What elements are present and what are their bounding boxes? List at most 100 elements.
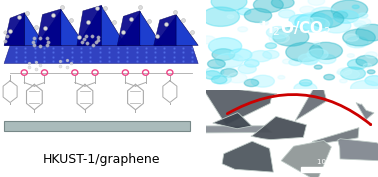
Circle shape xyxy=(244,59,259,67)
Circle shape xyxy=(273,28,309,46)
Circle shape xyxy=(211,0,247,11)
Bar xyxy=(301,167,361,172)
Circle shape xyxy=(272,35,286,42)
Polygon shape xyxy=(4,13,24,45)
Circle shape xyxy=(307,49,328,60)
Circle shape xyxy=(278,76,285,79)
Circle shape xyxy=(358,13,368,18)
Polygon shape xyxy=(251,116,307,140)
Circle shape xyxy=(366,52,377,58)
Circle shape xyxy=(263,50,279,59)
Circle shape xyxy=(314,65,322,69)
Circle shape xyxy=(260,21,268,25)
Circle shape xyxy=(363,64,372,68)
Circle shape xyxy=(343,70,359,78)
Polygon shape xyxy=(312,128,359,143)
Circle shape xyxy=(238,64,256,74)
Polygon shape xyxy=(295,84,327,121)
Polygon shape xyxy=(77,5,101,45)
Circle shape xyxy=(228,73,247,83)
Circle shape xyxy=(237,8,251,15)
Polygon shape xyxy=(179,126,272,134)
Circle shape xyxy=(367,70,375,74)
Circle shape xyxy=(212,76,227,84)
Text: H$_2$O/CO$_2$: H$_2$O/CO$_2$ xyxy=(260,19,331,38)
Circle shape xyxy=(331,0,368,19)
Polygon shape xyxy=(36,9,61,45)
Circle shape xyxy=(251,75,274,87)
Polygon shape xyxy=(213,113,252,129)
Polygon shape xyxy=(61,9,85,45)
Circle shape xyxy=(365,76,378,85)
Circle shape xyxy=(310,12,325,20)
Circle shape xyxy=(279,10,295,18)
Polygon shape xyxy=(222,141,273,172)
Circle shape xyxy=(231,52,234,53)
Polygon shape xyxy=(36,9,61,45)
Circle shape xyxy=(209,38,242,55)
Text: HKUST-1/graphene: HKUST-1/graphene xyxy=(42,153,160,166)
Circle shape xyxy=(299,17,313,24)
Polygon shape xyxy=(154,15,176,45)
Circle shape xyxy=(244,79,259,87)
Circle shape xyxy=(204,71,220,79)
Circle shape xyxy=(333,10,359,23)
Circle shape xyxy=(337,71,342,74)
Circle shape xyxy=(343,29,375,46)
Circle shape xyxy=(253,0,283,13)
Circle shape xyxy=(346,36,368,48)
Polygon shape xyxy=(117,11,139,45)
Polygon shape xyxy=(77,5,101,45)
Circle shape xyxy=(356,55,378,67)
Circle shape xyxy=(269,33,290,43)
Polygon shape xyxy=(117,11,139,45)
Circle shape xyxy=(311,7,337,21)
Text: 100 μm: 100 μm xyxy=(317,159,344,165)
Circle shape xyxy=(300,6,314,14)
Circle shape xyxy=(308,0,325,5)
Circle shape xyxy=(283,59,292,64)
Circle shape xyxy=(295,15,325,30)
Circle shape xyxy=(245,8,272,22)
Polygon shape xyxy=(154,15,176,45)
Circle shape xyxy=(202,7,240,26)
Polygon shape xyxy=(4,13,24,45)
Circle shape xyxy=(347,54,354,57)
Circle shape xyxy=(294,82,317,94)
Circle shape xyxy=(322,18,351,33)
Polygon shape xyxy=(4,45,198,64)
FancyBboxPatch shape xyxy=(4,121,190,131)
Circle shape xyxy=(212,49,235,60)
Circle shape xyxy=(229,49,252,61)
Circle shape xyxy=(354,21,366,27)
Circle shape xyxy=(227,15,234,18)
Polygon shape xyxy=(356,103,374,120)
Circle shape xyxy=(355,23,363,27)
Circle shape xyxy=(214,75,231,84)
Circle shape xyxy=(303,57,317,65)
Circle shape xyxy=(206,67,224,76)
Polygon shape xyxy=(338,139,378,161)
Circle shape xyxy=(338,68,352,75)
Circle shape xyxy=(238,27,248,32)
Polygon shape xyxy=(281,141,332,177)
Circle shape xyxy=(354,18,371,26)
Circle shape xyxy=(286,42,323,62)
Polygon shape xyxy=(201,87,277,125)
Circle shape xyxy=(215,53,243,68)
Circle shape xyxy=(318,55,336,64)
Polygon shape xyxy=(139,11,162,45)
Circle shape xyxy=(313,42,320,45)
Circle shape xyxy=(295,13,333,32)
Circle shape xyxy=(347,59,367,69)
Circle shape xyxy=(266,27,290,38)
Circle shape xyxy=(289,59,302,65)
Polygon shape xyxy=(176,15,198,45)
Circle shape xyxy=(298,54,319,64)
Circle shape xyxy=(310,10,344,28)
Circle shape xyxy=(356,24,378,41)
Circle shape xyxy=(352,5,359,9)
Circle shape xyxy=(351,81,378,96)
Circle shape xyxy=(271,0,294,8)
Circle shape xyxy=(344,34,359,41)
